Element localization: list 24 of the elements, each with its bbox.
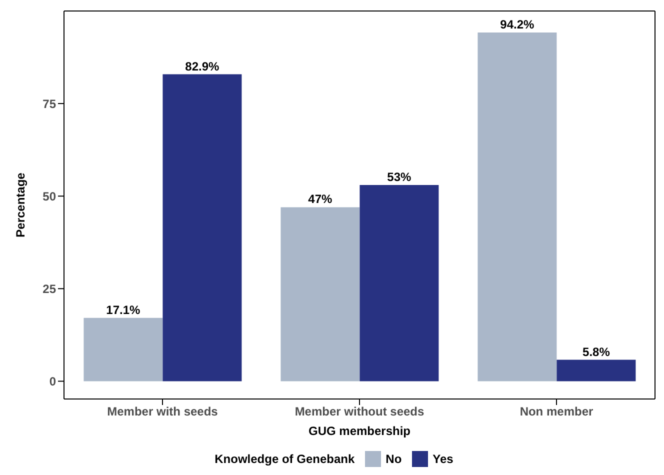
x-tick-label: Non member bbox=[520, 404, 594, 419]
bar bbox=[478, 32, 557, 382]
data-label: 5.8% bbox=[582, 344, 610, 359]
bar bbox=[556, 360, 636, 382]
y-tick-label: 50 bbox=[42, 189, 56, 204]
y-axis-title: Percentage bbox=[13, 172, 28, 238]
bar bbox=[162, 74, 242, 382]
data-label: 47% bbox=[308, 192, 333, 206]
y-tick-label: 0 bbox=[49, 374, 56, 388]
y-tick-label: 75 bbox=[42, 96, 56, 111]
data-label: 94.2% bbox=[500, 17, 535, 32]
legend-label: Yes bbox=[432, 451, 454, 467]
bar bbox=[280, 207, 360, 382]
data-label: 82.9% bbox=[185, 59, 220, 74]
x-axis-title: GUG membership bbox=[308, 424, 411, 438]
bar bbox=[360, 185, 439, 382]
data-label: 53% bbox=[387, 170, 412, 184]
legend-title: Knowledge of Genebank bbox=[214, 452, 355, 466]
x-tick-label: Member with seeds bbox=[107, 404, 218, 419]
y-tick-label: 25 bbox=[42, 282, 56, 296]
x-tick-label: Member without seeds bbox=[294, 404, 425, 419]
legend-label: No bbox=[384, 451, 402, 467]
data-label: 17.1% bbox=[106, 302, 141, 317]
bar bbox=[84, 318, 163, 382]
